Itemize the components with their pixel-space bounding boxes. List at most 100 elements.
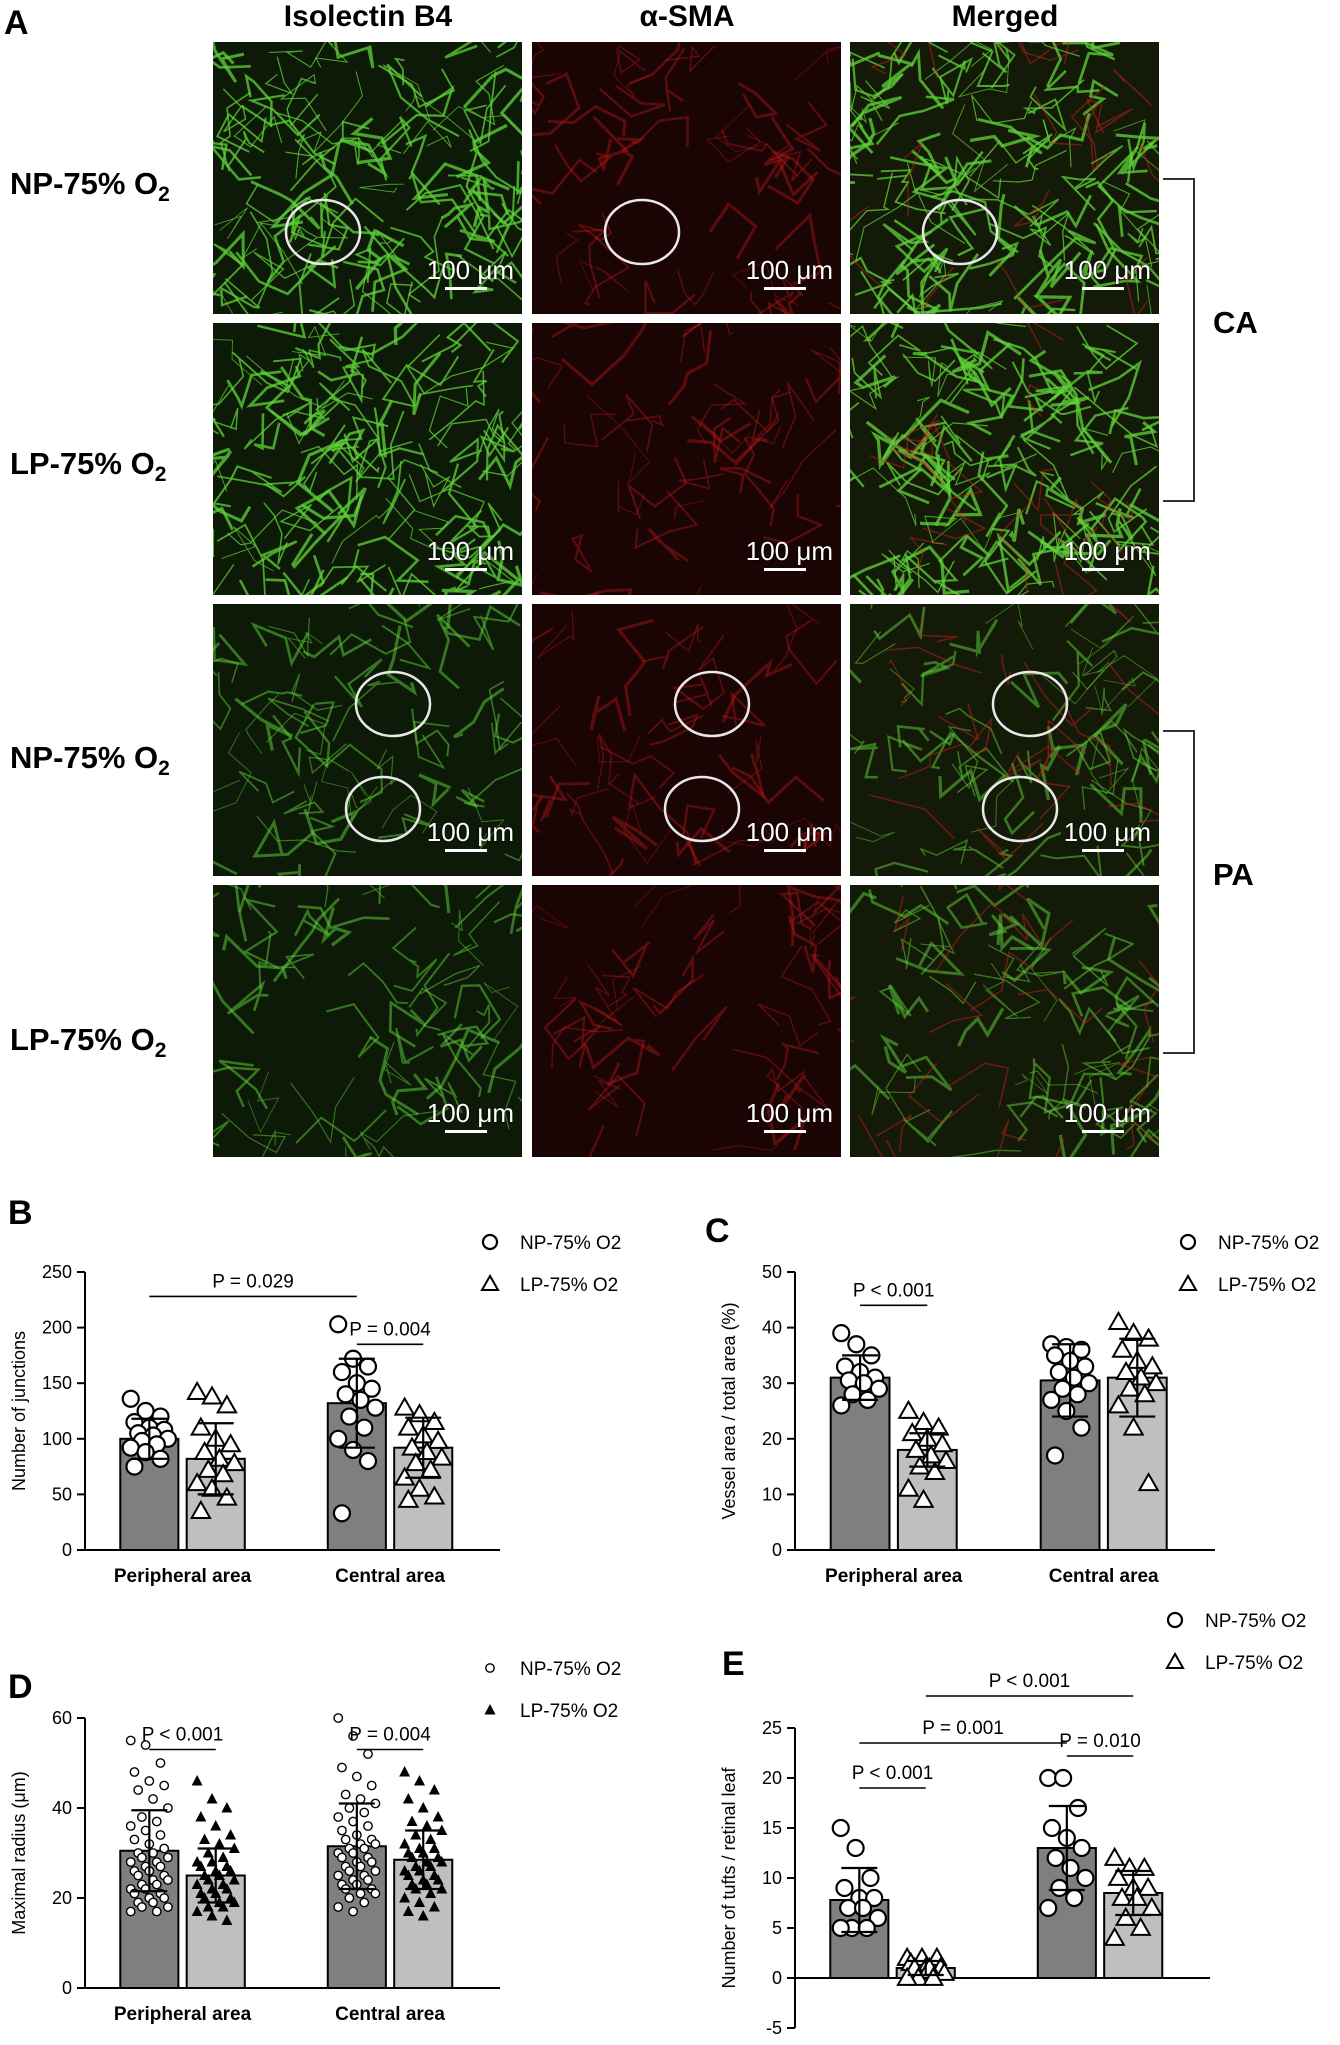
data-point (430, 1446, 453, 1466)
data-point (201, 1385, 223, 1405)
data-point (136, 1852, 147, 1863)
data-point (1137, 1472, 1160, 1492)
data-point (159, 1843, 170, 1854)
data-point (1115, 1360, 1137, 1380)
data-point (344, 1803, 355, 1813)
data-point (337, 1825, 347, 1836)
data-point (861, 1868, 880, 1888)
y-tick-label: 0 (772, 1968, 782, 1988)
scale-bar-label: 100 μm (1063, 817, 1151, 847)
y-tick-label: 0 (62, 1540, 72, 1560)
data-point (133, 1870, 144, 1881)
data-point (363, 1749, 373, 1759)
data-point (1114, 1906, 1137, 1926)
panel-letter-b: B (8, 1194, 33, 1232)
data-point (432, 1874, 444, 1885)
data-point (839, 1898, 858, 1918)
y-tick-label: 100 (42, 1429, 72, 1449)
p-value-label: P = 0.001 (922, 1718, 1004, 1739)
p-value-label: P < 0.001 (989, 1671, 1071, 1692)
scale-bar (1082, 1130, 1124, 1133)
data-point (1039, 1898, 1058, 1918)
chart-e: E -5 0 5 10 15 20 25 Number of tufts / retinal l… (719, 1611, 1306, 2038)
data-point (148, 1897, 158, 1908)
data-point (144, 1776, 155, 1786)
data-point (1107, 1866, 1130, 1886)
y-tick-label: 20 (52, 1888, 72, 1908)
legend-label: LP-75% O2 (1218, 1275, 1316, 1296)
data-point (355, 1888, 366, 1899)
y-axis-label: Number of junctions (9, 1331, 29, 1491)
data-point (136, 1902, 147, 1912)
scale-bar (1082, 287, 1124, 290)
p-value-label: P < 0.001 (852, 1763, 934, 1784)
data-point (359, 1807, 370, 1818)
data-point (912, 1410, 935, 1431)
data-point (332, 1504, 352, 1523)
tuft-circle (981, 775, 1059, 843)
data-point (1111, 1338, 1134, 1358)
data-point (1129, 1916, 1152, 1936)
data-point (125, 1457, 144, 1476)
data-point (417, 1910, 429, 1921)
data-point (1068, 1385, 1087, 1404)
data-point (221, 1883, 233, 1894)
data-point (129, 1834, 140, 1845)
p-value-label: P = 0.029 (212, 1271, 294, 1292)
data-point (186, 1472, 209, 1492)
row-label-np-ca: NP-75% O2 (10, 166, 170, 206)
y-tick-label: 50 (762, 1262, 782, 1282)
legend-marker (1179, 1233, 1197, 1251)
data-point (897, 1399, 920, 1419)
data-point (927, 1416, 950, 1436)
data-point (868, 1908, 888, 1928)
data-point (195, 1860, 207, 1871)
data-point (358, 1357, 378, 1376)
scale-bar (764, 287, 806, 290)
data-point (423, 1410, 446, 1431)
y-tick-label: 25 (762, 1718, 782, 1738)
micrograph-r1-c1: 100 μm (213, 42, 522, 314)
data-point (191, 1775, 203, 1786)
data-point (1141, 1355, 1164, 1375)
y-tick-label: -5 (766, 2018, 782, 2038)
data-point (399, 1838, 411, 1849)
data-point (199, 1833, 211, 1844)
data-point (340, 1834, 351, 1845)
scale-bar-label: 100 μm (745, 536, 833, 566)
data-point (348, 1906, 359, 1917)
data-point (191, 1878, 203, 1889)
legend-marker (1178, 1273, 1198, 1292)
row-label-lp-pa: LP-75% O2 (10, 1022, 167, 1062)
data-point (366, 1857, 377, 1867)
data-point (340, 1407, 359, 1426)
data-point (163, 1875, 173, 1885)
data-point (212, 1463, 235, 1483)
data-point (1122, 1416, 1145, 1436)
chart-d: D 0 20 40 60 Maximal radius (μm) Peripheral ar… (8, 1659, 621, 2025)
y-tick-label: 0 (62, 1978, 72, 1998)
scale-bar-label: 100 μm (426, 255, 514, 285)
x-category-label: Peripheral area (114, 2004, 252, 2025)
data-point (1072, 1838, 1091, 1858)
data-point (1072, 1340, 1091, 1359)
y-axis-label: Vessel area / total area (%) (719, 1302, 739, 1519)
p-value-label: P = 0.004 (349, 1319, 431, 1340)
data-point (1079, 1374, 1099, 1393)
data-point (370, 1839, 381, 1849)
legend-label: NP-75% O2 (1218, 1233, 1319, 1254)
data-point (340, 1789, 351, 1800)
data-point (857, 1918, 876, 1938)
data-point (140, 1740, 151, 1750)
data-point (1103, 1846, 1126, 1866)
micrograph-r2-c1: 100 μm (213, 323, 522, 595)
data-point (344, 1893, 355, 1903)
data-point (215, 1486, 238, 1506)
data-point (427, 1429, 450, 1449)
micrograph-r1-c3: 100 μm (850, 42, 1159, 314)
data-point (359, 1897, 370, 1908)
data-point (832, 1324, 851, 1343)
panel-letter-c: C (705, 1212, 730, 1250)
data-point (1076, 1868, 1095, 1888)
data-point (912, 1488, 935, 1508)
